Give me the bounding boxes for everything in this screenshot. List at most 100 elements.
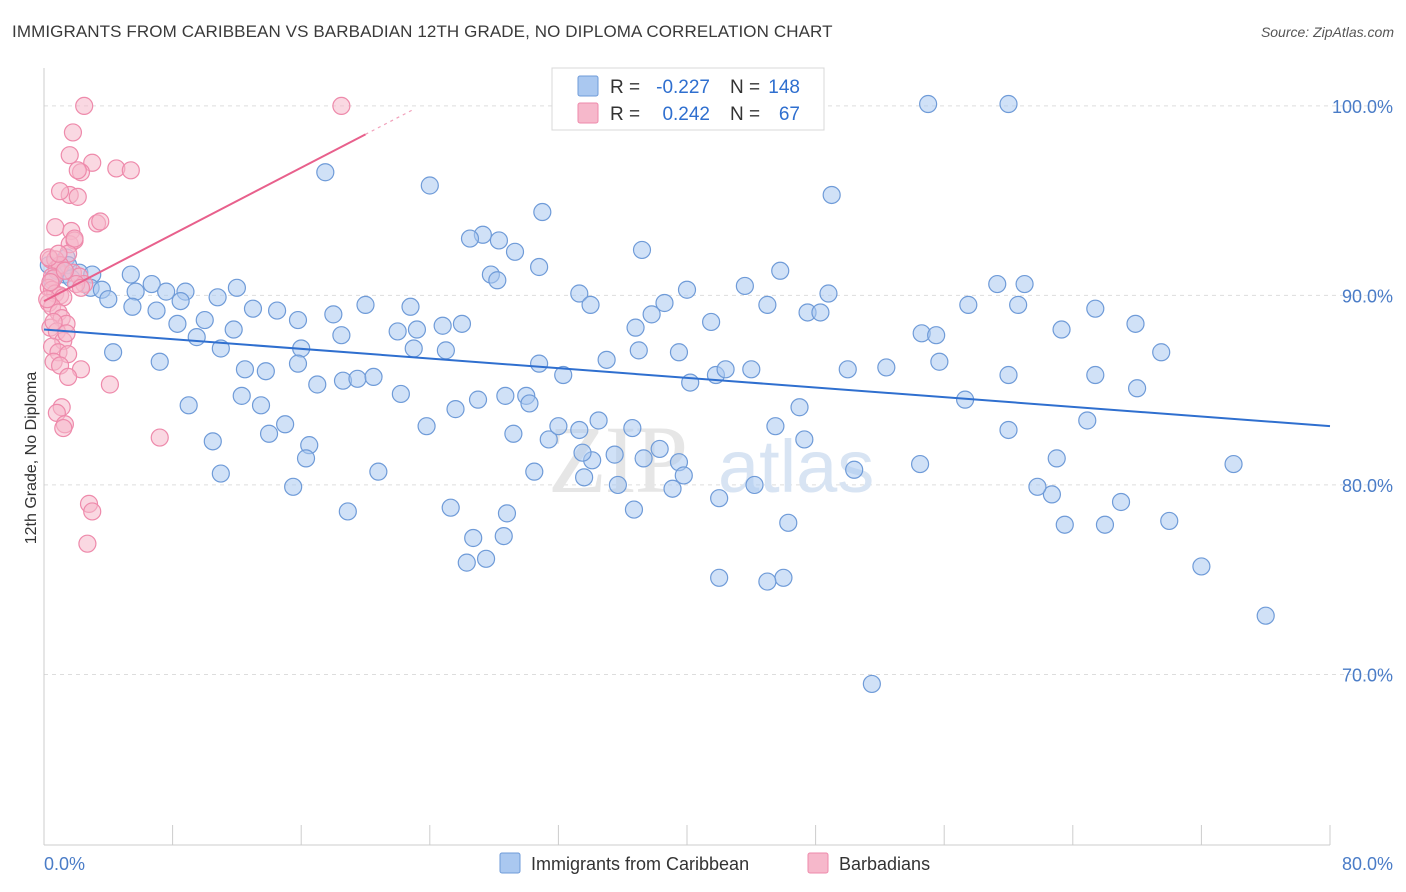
point-caribbean (525, 462, 544, 481)
stats-swatch-pink (577, 102, 599, 124)
point-barbadian (41, 273, 60, 292)
point-caribbean (681, 373, 700, 392)
point-caribbean (919, 94, 938, 114)
point-caribbean (742, 360, 761, 379)
point-caribbean (1055, 515, 1074, 534)
point-caribbean (1047, 449, 1066, 468)
y-axis-label: 12th Grade, No Diploma (23, 372, 40, 545)
point-barbadian (68, 161, 87, 180)
point-caribbean (179, 396, 198, 415)
point-caribbean (910, 454, 930, 474)
point-caribbean (1078, 411, 1097, 430)
point-caribbean (267, 301, 287, 320)
point-caribbean (838, 360, 857, 379)
point-caribbean (1042, 485, 1062, 504)
point-caribbean (369, 462, 388, 481)
point-caribbean (407, 320, 427, 339)
point-caribbean (774, 568, 793, 587)
point-caribbean (1009, 295, 1028, 314)
point-caribbean (674, 466, 693, 485)
point-caribbean (702, 312, 721, 332)
point-caribbean (735, 276, 754, 296)
point-caribbean (348, 369, 367, 388)
point-caribbean (626, 318, 645, 337)
point-caribbean (927, 326, 946, 345)
point-caribbean (597, 350, 616, 369)
point-caribbean (123, 297, 142, 316)
point-caribbean (710, 568, 729, 587)
point-caribbean (1028, 477, 1047, 496)
point-caribbean (533, 202, 552, 222)
point-barbadian (60, 146, 79, 165)
point-caribbean (1126, 314, 1145, 333)
point-barbadian (150, 428, 169, 447)
point-barbadian (100, 375, 120, 394)
point-caribbean (589, 411, 608, 430)
point-caribbean (308, 375, 327, 394)
point-caribbean (1127, 379, 1147, 398)
y-tick-label: 90.0% (1342, 286, 1393, 306)
point-caribbean (433, 316, 452, 335)
point-caribbean (288, 310, 308, 330)
point-caribbean (624, 500, 644, 519)
point-caribbean (1015, 274, 1034, 294)
point-caribbean (530, 354, 549, 373)
x-tick-label: 80.0% (1342, 854, 1393, 874)
point-caribbean (420, 176, 439, 195)
point-caribbean (142, 274, 161, 294)
point-caribbean (256, 362, 275, 381)
point-caribbean (669, 343, 689, 362)
source-label: Source: ZipAtlas.com (1260, 24, 1394, 40)
point-caribbean (1111, 492, 1131, 512)
point-caribbean (549, 417, 568, 436)
point-caribbean (224, 320, 243, 339)
point-barbadian (46, 218, 65, 237)
point-caribbean (790, 398, 809, 417)
point-caribbean (779, 513, 798, 532)
point-caribbean (758, 295, 777, 314)
point-barbadian (49, 244, 68, 263)
point-caribbean (243, 299, 263, 318)
point-caribbean (497, 504, 517, 523)
point-caribbean (575, 468, 594, 487)
stats-r-label-pink: R = (610, 104, 640, 125)
point-caribbean (608, 475, 627, 495)
point-caribbean (505, 242, 525, 261)
point-caribbean (1086, 365, 1105, 385)
legend-label-caribbean: Immigrants from Caribbean (531, 854, 749, 874)
point-caribbean (157, 282, 176, 301)
point-caribbean (605, 445, 624, 464)
point-barbadian (91, 212, 110, 231)
point-barbadian (54, 418, 73, 438)
point-caribbean (259, 424, 279, 443)
point-caribbean (1160, 511, 1179, 531)
point-caribbean (104, 343, 123, 362)
point-caribbean (1152, 343, 1171, 362)
point-caribbean (520, 394, 539, 413)
point-caribbean (227, 278, 246, 297)
point-caribbean (211, 464, 230, 483)
point-caribbean (203, 432, 222, 451)
point-caribbean (530, 257, 549, 277)
point-caribbean (570, 284, 589, 303)
point-caribbean (488, 271, 507, 290)
legend-swatch-barbadians (807, 852, 829, 874)
point-caribbean (642, 305, 661, 324)
point-caribbean (1256, 606, 1275, 625)
point-caribbean (710, 489, 729, 508)
stats-r-label-blue: R = (610, 77, 640, 98)
point-caribbean (554, 365, 573, 385)
point-caribbean (468, 390, 488, 409)
point-caribbean (745, 475, 764, 495)
stats-legend: R = -0.227 N = 148 R = 0.242 N = 67 (551, 67, 825, 131)
point-caribbean (436, 341, 455, 360)
point-caribbean (441, 498, 460, 517)
point-caribbean (959, 295, 978, 314)
series-caribbean-points (39, 94, 1275, 694)
stats-swatch-blue (577, 75, 599, 97)
point-caribbean (457, 553, 476, 572)
point-caribbean (634, 449, 653, 468)
y-tick-label: 70.0% (1342, 665, 1393, 685)
point-caribbean (539, 430, 558, 449)
